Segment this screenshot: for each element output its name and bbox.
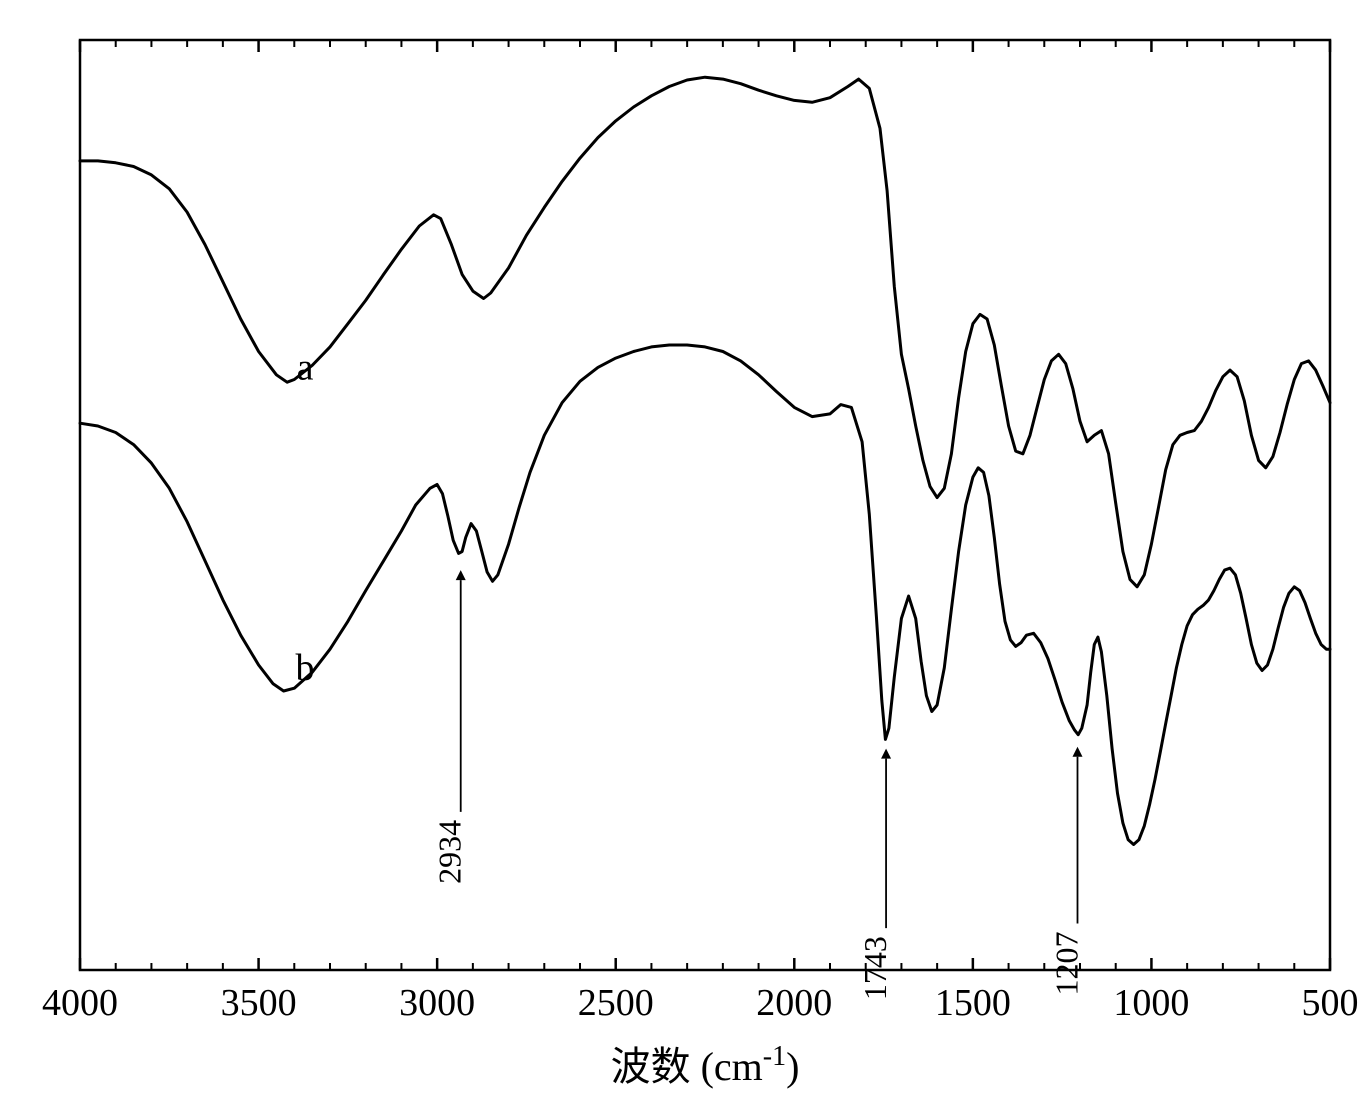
x-tick-label: 3000 <box>399 982 475 1024</box>
x-tick-label: 3500 <box>221 982 297 1024</box>
x-tick-label: 1500 <box>935 982 1011 1024</box>
chart-svg: 4000350030002500200015001000500波数 (cm-1)… <box>0 0 1360 1120</box>
ir-spectrum-chart: 4000350030002500200015001000500波数 (cm-1)… <box>0 0 1360 1120</box>
peak-annotation: 1207 <box>1049 932 1085 996</box>
x-tick-label: 1000 <box>1113 982 1189 1024</box>
peak-annotation: 2934 <box>432 820 468 884</box>
x-tick-label: 2500 <box>578 982 654 1024</box>
x-tick-label: 500 <box>1302 982 1359 1024</box>
x-tick-label: 4000 <box>42 982 118 1024</box>
peak-annotation: 1743 <box>857 936 893 1000</box>
x-tick-label: 2000 <box>756 982 832 1024</box>
series-label: b <box>296 647 315 689</box>
series-label: a <box>297 346 314 388</box>
